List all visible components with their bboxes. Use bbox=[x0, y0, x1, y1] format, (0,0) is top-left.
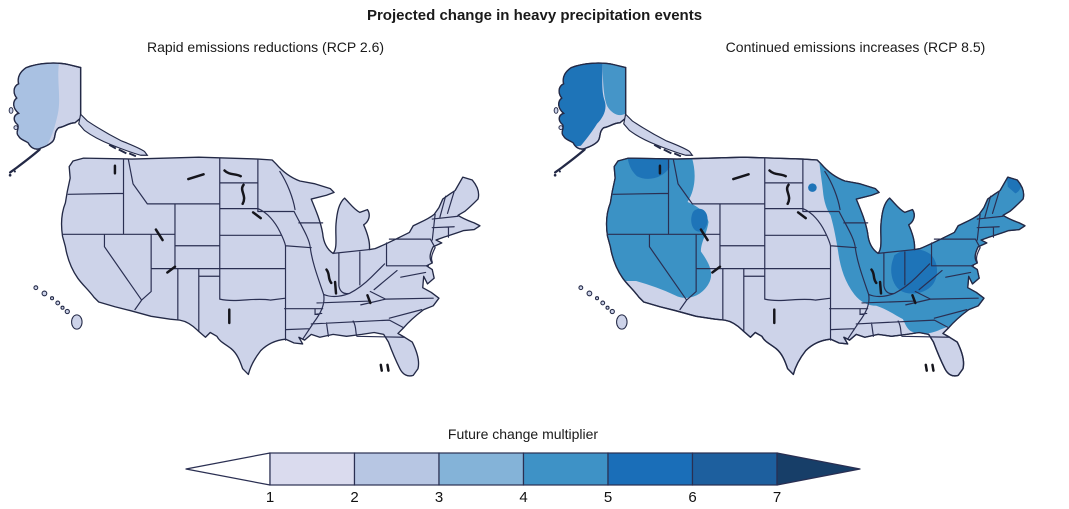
legend-colorbar: Future change multiplier 1 2 3 4 5 6 7 bbox=[184, 426, 861, 505]
aleutian-island bbox=[558, 170, 561, 173]
overlay-west-4-5 bbox=[606, 157, 712, 298]
figure-title: Projected change in heavy precipitation … bbox=[366, 7, 703, 24]
aleutian-peninsula bbox=[553, 148, 586, 174]
aleutian-peninsula bbox=[8, 148, 41, 174]
alaska-northeast-overlay-4-5 bbox=[602, 63, 626, 116]
map-rcp26 bbox=[8, 62, 481, 377]
alaska-inset bbox=[553, 62, 693, 177]
alaska-west-overlay-2-3 bbox=[13, 63, 60, 150]
legend-title: Future change multiplier bbox=[447, 426, 598, 442]
overlay-east-4-5 bbox=[819, 157, 1025, 334]
alaska-west-overlay-5-6 bbox=[558, 63, 606, 150]
map-rcp85 bbox=[553, 62, 1026, 377]
legend-tick-3: 3 bbox=[434, 489, 442, 505]
legend-tick-5: 5 bbox=[603, 489, 611, 505]
legend-tick-7: 7 bbox=[772, 489, 780, 505]
alaska-inset bbox=[8, 62, 148, 177]
legend: Future change multiplier 1 2 3 4 5 6 7 bbox=[152, 423, 918, 505]
alaska-panhandle bbox=[78, 113, 148, 156]
aleutian-island bbox=[8, 173, 12, 177]
contiguous-us-shape bbox=[60, 156, 481, 377]
aleutian-island bbox=[13, 170, 16, 173]
legend-tick-2: 2 bbox=[350, 489, 358, 505]
hawaii-inset bbox=[578, 285, 628, 330]
legend-tick-6: 6 bbox=[688, 489, 696, 505]
hawaii-inset bbox=[33, 285, 83, 330]
legend-segment-6-7 bbox=[691, 452, 778, 486]
legend-tick-4: 4 bbox=[519, 489, 527, 505]
bering-island bbox=[8, 107, 14, 114]
bering-island bbox=[553, 107, 559, 114]
panel-rcp26-subtitle: Rapid emissions reductions (RCP 2.6) bbox=[146, 39, 385, 55]
legend-segment-3-4 bbox=[437, 452, 524, 486]
legend-segment-1-2 bbox=[268, 452, 355, 486]
panel-rcp85-subtitle: Continued emissions increases (RCP 8.5) bbox=[725, 39, 986, 55]
overlay-ohio-valley-pocket-5-6 bbox=[891, 249, 938, 294]
legend-tick-1: 1 bbox=[265, 489, 273, 505]
panel-rcp85: Continued emissions increases (RCP 8.5) bbox=[553, 37, 1068, 383]
alaska-panhandle bbox=[623, 113, 693, 156]
aleutian-island bbox=[553, 173, 557, 177]
legend-above-range-arrow bbox=[775, 452, 861, 486]
legend-segment-5-6 bbox=[606, 452, 693, 486]
overlay-idaho-utah-pocket-5-6 bbox=[691, 208, 708, 232]
legend-below-range-arrow bbox=[184, 452, 271, 486]
legend-segment-4-5 bbox=[522, 452, 609, 486]
panel-rcp26: Rapid emissions reductions (RCP 2.6) bbox=[8, 37, 523, 383]
overlay-minnesota-pocket-5-6 bbox=[808, 183, 817, 192]
bering-island bbox=[558, 125, 564, 130]
map-panels: Rapid emissions reductions (RCP 2.6) bbox=[8, 37, 1069, 383]
bering-island bbox=[13, 125, 19, 130]
legend-segment-2-3 bbox=[353, 452, 440, 486]
